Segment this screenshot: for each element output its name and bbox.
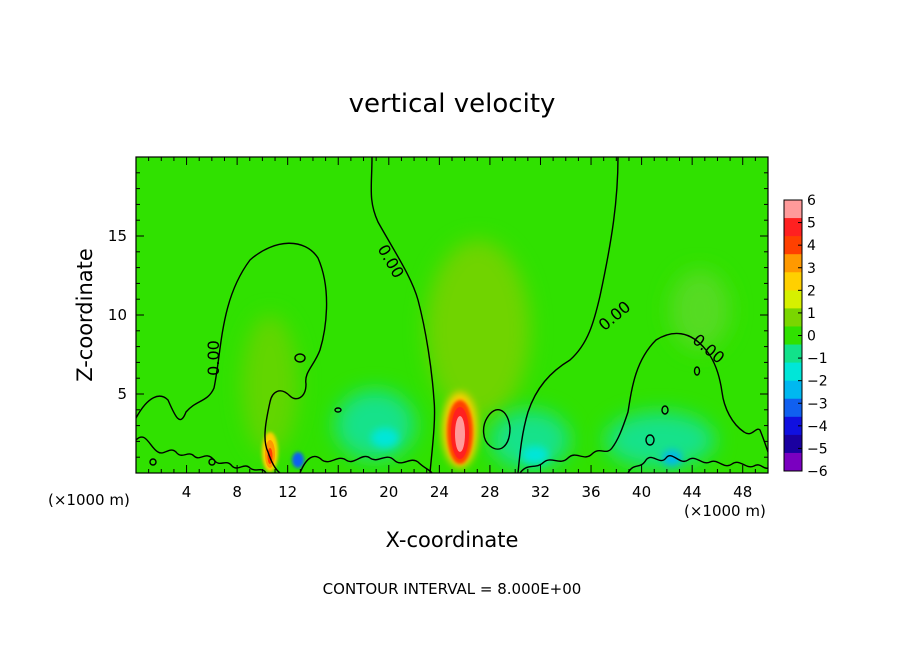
y-tick-label: 10 [108,306,127,324]
contour-line [627,455,768,473]
colorbar-label: −2 [807,374,828,390]
colorbar-swatch [784,434,802,454]
y-tick-label: 15 [108,227,127,245]
colorbar-swatch [784,218,802,237]
contour-line [645,434,655,446]
downdraft-core [292,452,304,468]
weak-updraft-plume [242,315,298,455]
colorbar-swatch [784,254,802,273]
x-tick-label: 4 [182,483,192,501]
x-axis: 4 8 12 16 20 24 28 32 36 40 44 48 [148,157,756,501]
contour-line [517,157,619,473]
downdraft-region [335,390,415,460]
contour-line [294,353,306,363]
x-axis-label: X-coordinate [386,528,519,552]
colorbar-label: 3 [807,261,816,277]
colorbar-label: −5 [807,441,828,457]
colorbar-swatch [784,362,802,382]
colorbar-swatch [784,380,802,400]
colorbar-swatch [784,308,802,327]
colorbar-label: 2 [807,283,816,299]
colorbar-label: −6 [807,464,828,480]
colorbar-label: 1 [807,306,816,322]
contour-line [482,409,511,450]
x-axis-unit-left: (×1000 m) [48,491,130,509]
x-tick-label: 36 [581,483,600,501]
weak-updraft-plume [426,240,530,420]
contour-line [136,242,328,473]
colorbar-swatch [784,344,802,364]
y-axis-label: Z-coordinate [73,248,97,382]
colorbar-swatch [784,236,802,255]
x-tick-label: 24 [430,483,449,501]
x-tick-label: 44 [683,483,702,501]
colorbar-swatch [784,416,802,436]
colorbar-swatch [784,398,802,418]
colorbar-label: 5 [807,216,816,232]
colorbar-swatch [784,290,802,309]
contour-line [519,332,768,473]
weak-updraft-plume [670,270,730,350]
zero-contours [136,157,768,473]
colorbar-swatch [784,272,802,291]
colorbar-swatch [784,452,802,472]
colorbar-label: 6 [807,193,816,209]
colorbar-label: −1 [807,351,828,367]
contour-line [136,436,267,473]
x-tick-label: 40 [632,483,651,501]
contour-line [299,455,433,473]
colorbar-label: −4 [807,419,828,435]
contour-line [208,458,216,466]
colorbar: 6 5 4 3 2 1 0 −1 −2 −3 −4 −5 −6 [783,193,828,480]
downdraft-core [662,450,682,466]
downdraft-core [521,446,549,464]
y-tick-label: 5 [117,385,127,403]
contour-line [334,407,342,413]
contour-line [693,366,701,376]
contour-line [370,157,436,473]
updraft-core [455,416,465,452]
y-axis: 5 10 15 [108,172,768,458]
downdraft-region [605,412,715,468]
colorbar-label: 0 [807,329,816,345]
colorbar-label: 4 [807,238,816,254]
downdraft-core [371,428,399,448]
contour-line [661,405,669,415]
colorbar-label: −3 [807,396,828,412]
x-tick-label: 12 [278,483,297,501]
contour-line [149,458,157,466]
x-tick-label: 28 [480,483,499,501]
x-tick-label: 20 [379,483,398,501]
x-tick-label: 8 [232,483,242,501]
x-axis-unit-right: (×1000 m) [684,502,766,520]
contour-label: 0.00 [204,340,223,376]
x-tick-label: 32 [531,483,550,501]
chart-title: vertical velocity [349,89,556,119]
x-tick-label: 48 [733,483,752,501]
colorbar-swatch [784,326,802,346]
x-tick-label: 16 [329,483,348,501]
contour-interval-note: CONTOUR INTERVAL = 8.000E+00 [323,580,582,598]
colorbar-swatch [784,200,802,219]
